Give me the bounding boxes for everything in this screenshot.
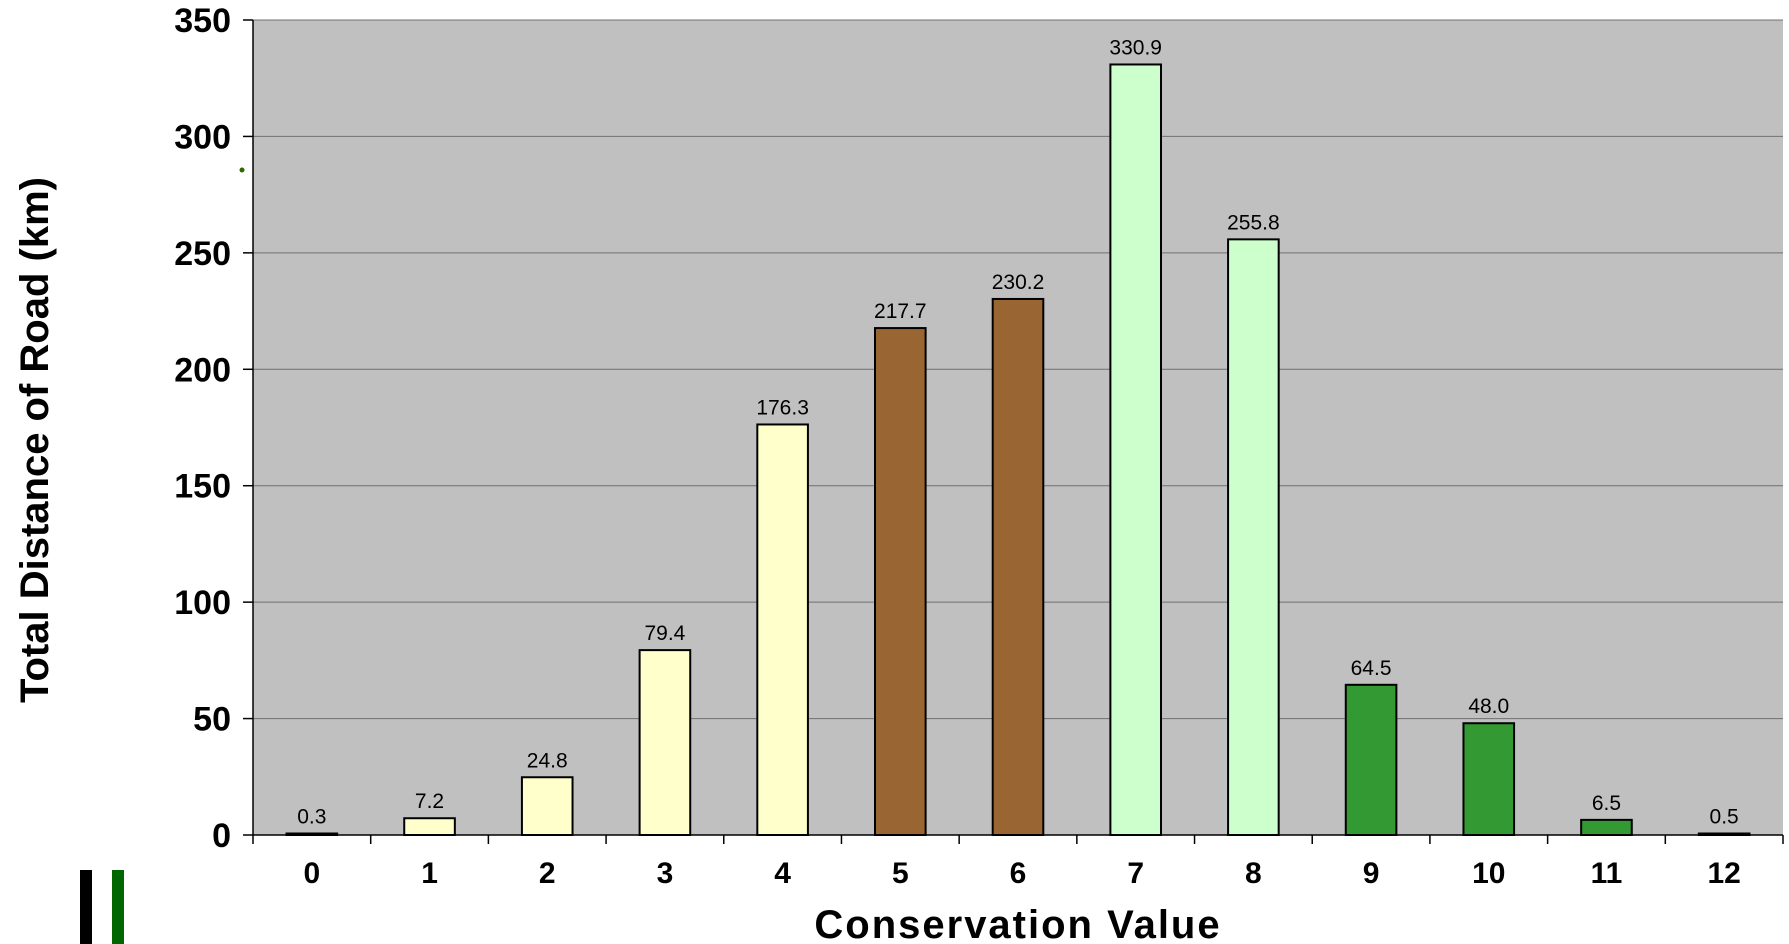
y-tick-label: 250 xyxy=(174,235,231,273)
decorative-black-stripe xyxy=(80,870,92,944)
x-axis-ticks: 0 1 2 3 4 5 6 7 8 9 10 11 12 xyxy=(252,835,1784,890)
bar-5 xyxy=(874,327,927,836)
bar-11 xyxy=(1580,818,1633,836)
bars xyxy=(285,63,1751,837)
x-tick-label: 6 xyxy=(1010,857,1027,890)
bar-10 xyxy=(1462,722,1516,837)
y-axis-title: Total Distance of Road (km) xyxy=(13,177,57,703)
x-tick-label: 3 xyxy=(657,857,674,890)
data-label-10: 48.0 xyxy=(1468,695,1509,718)
bar-1 xyxy=(403,817,456,837)
decorative-dot xyxy=(239,167,245,173)
data-label-2: 24.8 xyxy=(527,749,568,772)
x-tick-label: 8 xyxy=(1245,857,1262,890)
x-tick-label: 7 xyxy=(1127,857,1144,890)
x-tick-label: 10 xyxy=(1472,857,1505,890)
bar-2 xyxy=(520,776,574,836)
x-tick-label: 0 xyxy=(304,857,321,890)
bar-7 xyxy=(1109,63,1162,837)
y-tick-label: 350 xyxy=(174,2,231,40)
decorative-green-stripe xyxy=(112,870,124,944)
x-tick-label: 9 xyxy=(1363,857,1380,890)
y-tick-label: 150 xyxy=(174,468,231,506)
x-tick-label: 4 xyxy=(774,857,791,890)
y-tick-label: 50 xyxy=(193,701,231,739)
x-axis-title: Conservation Value xyxy=(814,903,1221,944)
data-label-3: 79.4 xyxy=(644,622,685,645)
x-tick-label: 11 xyxy=(1591,857,1623,890)
bar-9 xyxy=(1344,683,1398,836)
data-label-9: 64.5 xyxy=(1351,657,1392,680)
data-label-6: 230.2 xyxy=(992,271,1045,294)
x-tick-label: 2 xyxy=(539,857,556,890)
x-tick-label: 5 xyxy=(892,857,909,890)
bar-8 xyxy=(1227,238,1280,836)
data-label-7: 330.9 xyxy=(1109,36,1162,59)
y-tick-label: 300 xyxy=(174,118,231,156)
data-label-12: 0.5 xyxy=(1710,806,1739,829)
bar-4 xyxy=(756,423,809,836)
data-label-11: 6.5 xyxy=(1592,792,1621,815)
x-tick-label: 1 xyxy=(421,857,438,890)
value-labels: 0.3 7.2 24.8 79.4 176.3 217.7 230.2 330.9 255.8 6… xyxy=(297,36,1739,828)
x-tick-label: 12 xyxy=(1707,857,1740,890)
data-label-8: 255.8 xyxy=(1227,211,1280,234)
y-axis-ticks: 0 50 100 150 200 250 300 350 xyxy=(174,2,253,855)
data-label-4: 176.3 xyxy=(756,396,809,419)
y-tick-label: 200 xyxy=(174,351,231,389)
bar-3 xyxy=(638,649,692,837)
data-label-5: 217.7 xyxy=(874,300,927,323)
y-tick-label: 100 xyxy=(174,584,231,622)
data-label-1: 7.2 xyxy=(415,790,444,813)
y-tick-label: 0 xyxy=(212,817,231,855)
data-label-0: 0.3 xyxy=(297,806,326,829)
bar-6 xyxy=(991,297,1045,837)
